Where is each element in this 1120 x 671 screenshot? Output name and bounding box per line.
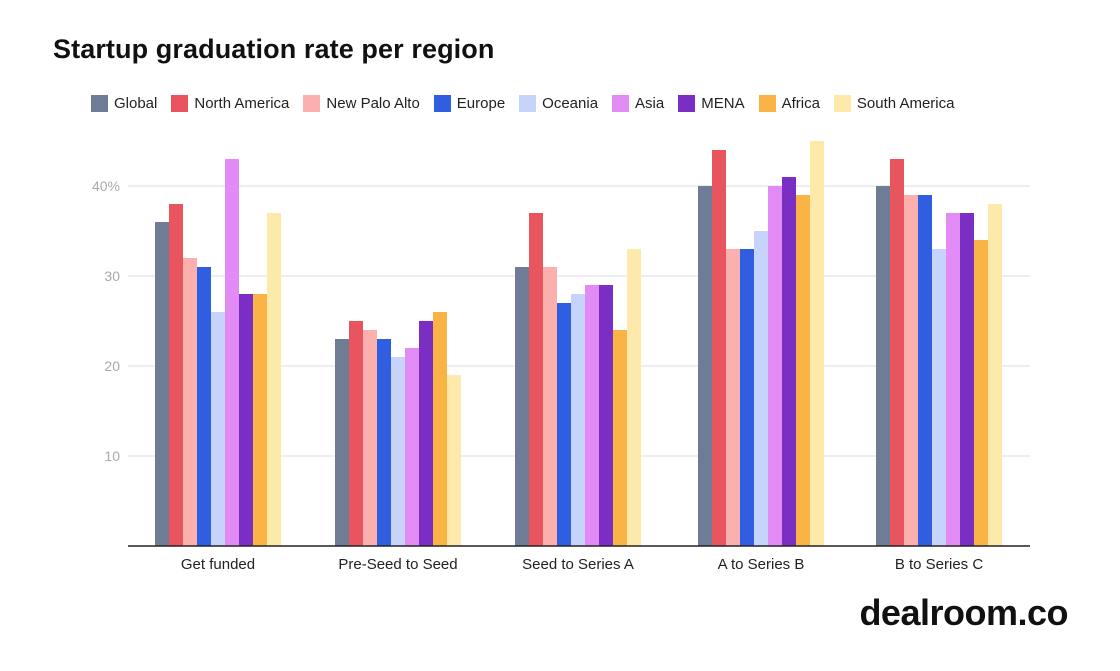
chart-legend: Global North America New Palo Alto Europe Oc… [91,92,968,114]
legend-label: Asia [635,94,665,112]
bar-europe [740,249,754,546]
legend-label: MENA [701,94,745,112]
bar-africa [974,240,988,546]
bar-south-america [988,204,1002,546]
x-category-label: A to Series B [718,556,805,573]
legend-item: MENA [678,94,745,112]
x-category-label: Pre-Seed to Seed [338,556,457,573]
bar-oceania [571,294,585,546]
bar-africa [433,312,447,546]
legend-swatch [171,94,189,112]
y-tick-label: 10 [104,448,120,464]
bar-north-america [890,159,904,546]
bar-south-america [627,249,641,546]
bar-mena [239,294,253,546]
y-tick-label: 40% [92,178,120,194]
bar-asia [946,213,960,546]
legend-swatch [758,94,776,112]
legend-item: Africa [758,94,820,112]
legend-swatch [91,94,108,112]
legend-label: North America [194,94,290,112]
bar-africa [253,294,267,546]
legend-label: Africa [781,94,820,112]
bar-asia [405,348,419,546]
y-tick-label: 20 [104,358,120,374]
x-category-label: Seed to Series A [522,556,634,573]
legend-label: Oceania [542,94,599,112]
bar-oceania [932,249,946,546]
dealroom-logo: dealroom.co [859,592,1068,633]
bar-global [515,267,529,546]
bar-global [698,186,712,546]
bar-north-america [712,150,726,546]
bar-north-america [529,213,543,546]
legend-label: Europe [456,94,506,112]
legend-swatch [433,94,451,112]
bar-asia [225,159,239,546]
bar-new-palo-alto [363,330,377,546]
chart-title: Startup graduation rate per region [53,34,495,64]
bar-africa [613,330,627,546]
bar-asia [585,285,599,546]
bar-asia [768,186,782,546]
bar-europe [197,267,211,546]
bar-new-palo-alto [904,195,918,546]
bar-mena [782,177,796,546]
bar-oceania [211,312,225,546]
bar-south-america [267,213,281,546]
legend-label: South America [856,94,955,112]
legend-swatch [303,94,321,112]
bar-europe [557,303,571,546]
legend-item: New Palo Alto [303,94,420,112]
bar-global [155,222,169,546]
legend-swatch [612,94,630,112]
legend-swatch [519,94,537,112]
bar-global [335,339,349,546]
y-tick-label: 30 [104,268,120,284]
bar-new-palo-alto [543,267,557,546]
bar-europe [918,195,932,546]
bar-north-america [169,204,183,546]
bar-mena [419,321,433,546]
legend-label: Global [114,94,158,112]
bar-north-america [349,321,363,546]
legend-item: Europe [433,94,506,112]
legend-item: South America [833,94,955,112]
legend-swatch [678,94,696,112]
bar-south-america [810,141,824,546]
bar-new-palo-alto [726,249,740,546]
legend-item: Global [91,94,158,112]
bar-mena [599,285,613,546]
bar-new-palo-alto [183,258,197,546]
legend-item: Oceania [519,94,599,112]
bar-oceania [754,231,768,546]
legend-item: Asia [612,94,665,112]
bar-mena [960,213,974,546]
bar-global [876,186,890,546]
bar-africa [796,195,810,546]
x-category-label: Get funded [181,556,255,573]
legend-item: North America [171,94,290,112]
legend-label: New Palo Alto [326,94,420,112]
bar-south-america [447,375,461,546]
bar-oceania [391,357,405,546]
legend-swatch [833,94,851,112]
x-category-label: B to Series C [895,556,984,573]
bar-europe [377,339,391,546]
